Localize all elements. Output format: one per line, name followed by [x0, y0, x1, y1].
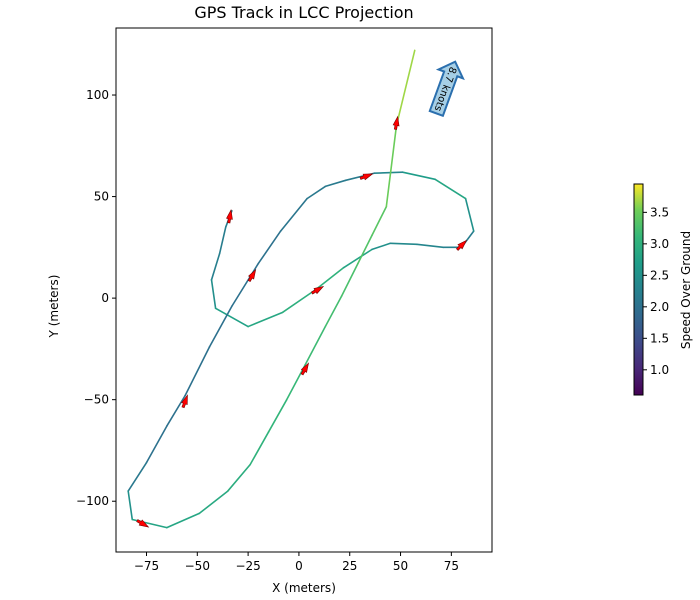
track-segment: [198, 490, 229, 515]
track-segment: [214, 307, 249, 328]
track-segment: [415, 243, 445, 249]
track-segment: [373, 171, 404, 175]
heading-arrow: [226, 209, 233, 224]
track-segment: [357, 234, 373, 265]
x-tick-label: 25: [342, 559, 357, 573]
heading-arrow: [136, 519, 150, 528]
track-segment: [184, 346, 211, 397]
track-segment: [279, 197, 308, 232]
track-segment: [371, 242, 392, 251]
colorbar-tick-label: 1.5: [650, 331, 669, 345]
track-segment: [395, 49, 416, 127]
y-tick-label: 50: [94, 190, 109, 204]
track-segment: [401, 171, 436, 181]
track-segment: [434, 178, 467, 200]
track-segment: [127, 461, 148, 492]
track-segment: [324, 295, 343, 328]
track-segment: [306, 185, 327, 200]
x-tick-label: −25: [235, 559, 260, 573]
plot-frame: [115, 27, 493, 553]
y-tick-label: −100: [76, 494, 109, 508]
track-segment: [218, 226, 227, 255]
colorbar-tick-label: 3.5: [650, 205, 669, 219]
y-tick-label: 100: [86, 88, 109, 102]
x-tick-label: 0: [295, 559, 303, 573]
heading-arrow: [181, 394, 188, 409]
colorbar-tick-label: 2.0: [650, 300, 669, 314]
y-tick-label: 0: [101, 291, 109, 305]
y-tick-label: −50: [84, 393, 109, 407]
colorbar-tick-label: 3.0: [650, 237, 669, 251]
track-segment: [385, 124, 398, 208]
track-segment: [249, 431, 270, 466]
heading-arrow: [455, 239, 468, 251]
track-segment: [285, 364, 306, 401]
heading-arrow: [247, 268, 257, 282]
heading-arrow-layer: [136, 115, 468, 528]
track-segment: [247, 311, 284, 328]
colorbar-tick-label: 1.0: [650, 363, 669, 377]
track-segment: [340, 262, 359, 297]
heading-arrow: [359, 173, 374, 181]
x-tick-label: 50: [393, 559, 408, 573]
track-segment: [226, 463, 251, 492]
track-segment: [208, 305, 233, 348]
track-segment: [314, 266, 345, 291]
track-segment: [304, 325, 327, 366]
track-segment: [127, 490, 134, 521]
colorbar-gradient: [633, 183, 644, 396]
track-layer: [127, 49, 475, 529]
chart-title: GPS Track in LCC Projection: [194, 3, 413, 22]
track-segment: [267, 398, 288, 433]
track-segment: [324, 179, 347, 188]
track-segment: [210, 279, 217, 310]
x-tick-label: 75: [444, 559, 459, 573]
track-segment: [145, 425, 168, 464]
wind-arrow-shape: [428, 60, 465, 118]
colorbar-ticks: 1.0 1.5 2.0 2.5 3.0 3.5: [643, 205, 669, 377]
x-axis-label: X (meters): [272, 581, 336, 595]
track-segment: [257, 230, 282, 265]
track-segment: [166, 512, 201, 529]
track-segment: [371, 205, 388, 236]
x-axis: −75 −50 −25 0 25 50 75: [134, 552, 459, 573]
track-segment: [231, 262, 260, 308]
heading-arrow: [392, 115, 400, 130]
track-segment: [342, 248, 373, 269]
track-segment: [210, 252, 221, 281]
x-tick-label: −50: [185, 559, 210, 573]
colorbar-tick-label: 2.5: [650, 268, 669, 282]
heading-arrow: [311, 286, 325, 295]
y-axis: −100 −50 0 50 100: [76, 88, 116, 508]
track-segment: [166, 394, 186, 427]
colorbar: 1.0 1.5 2.0 2.5 3.0 3.5 Speed Over Ground: [633, 183, 693, 396]
track-segment: [281, 289, 316, 314]
colorbar-label: Speed Over Ground: [679, 231, 693, 349]
x-tick-label: −75: [134, 559, 159, 573]
heading-arrow: [300, 362, 309, 376]
y-axis-label: Y (meters): [47, 275, 61, 339]
track-segment: [464, 197, 475, 232]
track-segment: [389, 242, 418, 246]
